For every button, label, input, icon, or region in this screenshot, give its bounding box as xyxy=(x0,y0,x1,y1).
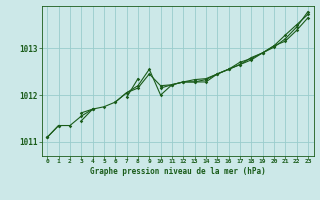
X-axis label: Graphe pression niveau de la mer (hPa): Graphe pression niveau de la mer (hPa) xyxy=(90,167,266,176)
